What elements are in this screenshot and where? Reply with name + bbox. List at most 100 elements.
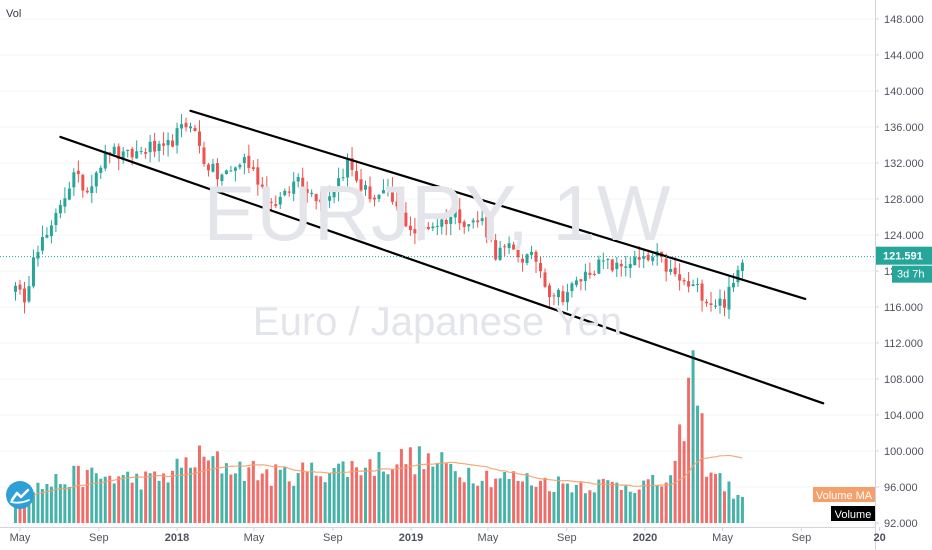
candle <box>547 283 551 308</box>
candle-body <box>534 251 538 262</box>
candle <box>458 198 462 231</box>
candle <box>337 167 341 202</box>
volume-bar <box>503 472 507 523</box>
candle-body <box>251 167 255 170</box>
candle-body <box>171 140 175 147</box>
volume-bar <box>431 466 435 523</box>
candle-body <box>570 283 574 292</box>
candle-body <box>139 151 143 153</box>
candle <box>310 189 314 198</box>
candle <box>233 166 237 182</box>
candle <box>175 122 179 154</box>
volume-bar <box>642 480 646 523</box>
candle <box>372 194 376 207</box>
candle <box>215 158 219 189</box>
candle-body <box>377 194 381 199</box>
candle <box>601 252 605 270</box>
candle-body <box>94 172 98 187</box>
candle <box>516 244 520 263</box>
candle <box>359 168 363 194</box>
volume-bar <box>449 463 453 523</box>
candle-body <box>426 226 430 230</box>
candle-body <box>117 146 121 159</box>
volume-bar <box>399 449 403 523</box>
volume-bar <box>229 474 233 523</box>
candle-body <box>332 189 336 198</box>
candle-body <box>714 305 718 307</box>
volume-bar <box>278 469 282 523</box>
candle <box>503 244 507 257</box>
candle <box>287 186 291 197</box>
candle-body <box>399 207 403 215</box>
volume-bar <box>184 457 188 523</box>
volume-bar <box>130 482 134 523</box>
volume-bar <box>597 479 601 523</box>
candle-body <box>103 151 107 169</box>
candle-body <box>696 283 700 285</box>
candle-body <box>700 283 704 301</box>
candle <box>556 288 560 306</box>
volume-bar <box>543 477 547 523</box>
volume-bar <box>655 485 659 523</box>
candle-body <box>269 201 273 203</box>
candle-body <box>678 274 682 281</box>
volume-bar <box>99 478 103 523</box>
candle <box>81 173 85 198</box>
candle <box>305 181 309 203</box>
volume-bar <box>682 441 686 523</box>
candle <box>678 263 682 291</box>
volume-bar <box>72 465 76 523</box>
volume-bar <box>346 477 350 523</box>
volume-bar <box>422 469 426 523</box>
time-axis: May Sep 2018 May Sep 2019 May Sep 2020 May Sep 20 <box>10 527 886 544</box>
candle <box>476 211 480 228</box>
volume-bar <box>660 486 664 523</box>
volume-bar <box>359 475 363 523</box>
last-price-label: 121.591 <box>883 251 923 263</box>
candle-body <box>637 257 641 260</box>
candle <box>386 178 390 197</box>
volume-bar <box>162 473 166 523</box>
candle <box>76 160 80 183</box>
volume-bar <box>337 463 341 523</box>
time-tick-label: Sep <box>792 532 812 544</box>
candle <box>696 278 700 293</box>
volume-bar <box>453 471 457 523</box>
candle <box>449 209 453 236</box>
candle <box>184 117 188 132</box>
candle <box>355 160 359 183</box>
candle <box>395 190 399 211</box>
candle <box>489 234 493 243</box>
volume-bars <box>14 350 744 523</box>
candle <box>498 240 502 261</box>
candle-body <box>435 225 439 228</box>
candle-body <box>368 186 372 200</box>
price-tick-label: 112.000 <box>884 338 923 350</box>
candle-body <box>485 216 489 238</box>
volume-bar <box>193 467 197 523</box>
candle <box>521 254 525 272</box>
volume-bar <box>619 489 623 523</box>
candle-body <box>449 216 453 224</box>
candle-body <box>90 186 94 194</box>
candle-body <box>682 280 686 282</box>
volume-bar <box>157 480 161 523</box>
candle-body <box>669 268 673 272</box>
candle <box>296 173 300 188</box>
candle-body <box>592 273 596 275</box>
candle <box>583 263 587 291</box>
candle <box>18 279 22 295</box>
volume-bar <box>610 481 614 523</box>
logo-icon[interactable] <box>6 481 34 509</box>
candle <box>323 198 327 207</box>
candle <box>588 262 592 279</box>
candle-body <box>556 289 560 298</box>
volume-bar <box>153 471 157 523</box>
candle <box>431 222 435 232</box>
volume-bar <box>714 473 718 523</box>
candle-body <box>180 124 184 129</box>
volume-bar <box>691 350 695 523</box>
candle <box>224 169 228 175</box>
volume-bar <box>678 424 682 523</box>
candle-body <box>624 266 628 268</box>
